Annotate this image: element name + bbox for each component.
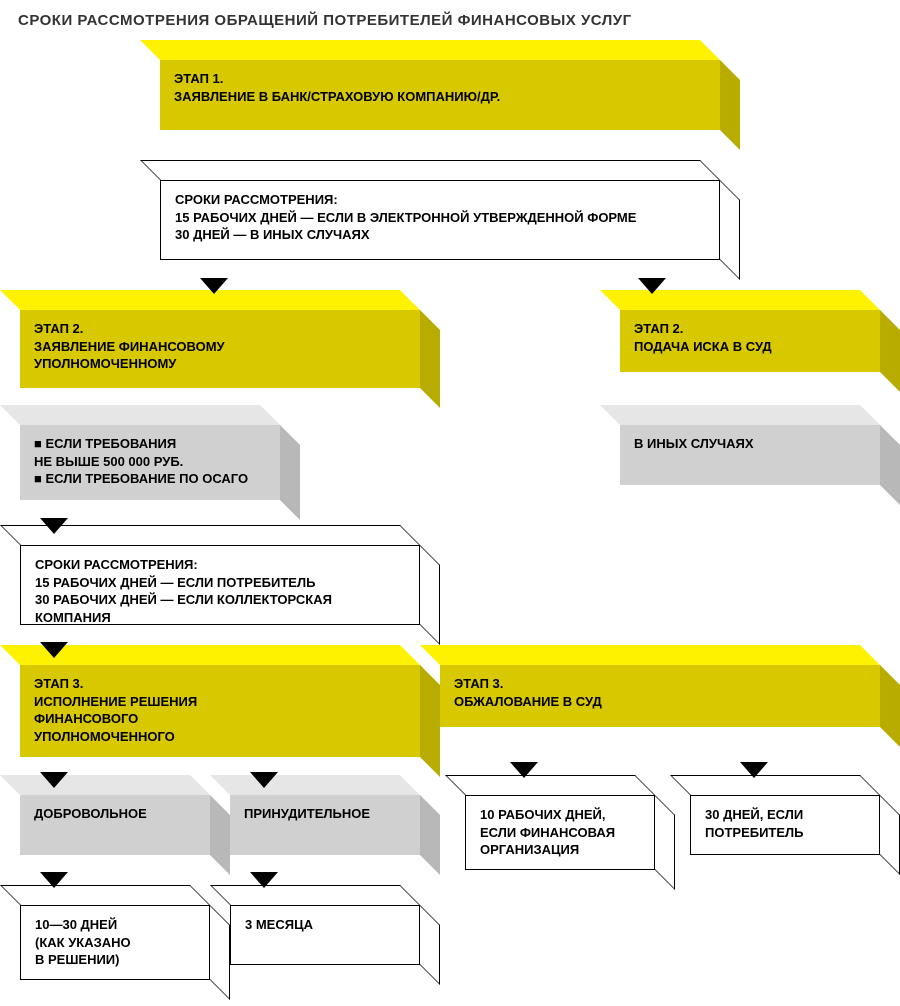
- box-review1: СРОКИ РАССМОТРЕНИЯ:15 РАБОЧИХ ДНЕЙ — ЕСЛ…: [160, 180, 720, 260]
- arrow-9: [250, 872, 278, 888]
- box-t3m: 3 МЕСЯЦА: [230, 905, 420, 965]
- arrow-0: [200, 278, 228, 294]
- text-line: ПОДАЧА ИСКА В СУД: [634, 338, 866, 356]
- text-line: 10 РАБОЧИХ ДНЕЙ,: [480, 806, 640, 824]
- box-stage3a-label: ЭТАП 3.ИСПОЛНЕНИЕ РЕШЕНИЯФИНАНСОВОГОУПОЛ…: [20, 665, 420, 757]
- box-cond_b: В ИНЫХ СЛУЧАЯХ: [620, 425, 880, 485]
- text-line: ДОБРОВОЛЬНОЕ: [34, 805, 196, 823]
- box-forced-label: ПРИНУДИТЕЛЬНОЕ: [230, 795, 420, 855]
- arrow-1: [638, 278, 666, 294]
- arrow-3: [40, 642, 68, 658]
- text-line: ЕСЛИ ФИНАНСОВАЯ: [480, 824, 640, 842]
- text-line: ИСПОЛНЕНИЕ РЕШЕНИЯ: [34, 693, 406, 711]
- arrow-5: [250, 772, 278, 788]
- box-stage1-label: ЭТАП 1.ЗАЯВЛЕНИЕ В БАНК/СТРАХОВУЮ КОМПАН…: [160, 60, 720, 130]
- text-line: ЭТАП 1.: [174, 70, 706, 88]
- text-line: ЭТАП 2.: [34, 320, 406, 338]
- box-t10_30-label: 10—30 ДНЕЙ(КАК УКАЗАНОВ РЕШЕНИИ): [20, 905, 210, 980]
- box-stage3b-label: ЭТАП 3.ОБЖАЛОВАНИЕ В СУД: [440, 665, 880, 727]
- box-vol: ДОБРОВОЛЬНОЕ: [20, 795, 210, 855]
- text-line: ФИНАНСОВОГО: [34, 710, 406, 728]
- text-line: ПОТРЕБИТЕЛЬ: [705, 824, 865, 842]
- page-title: СРОКИ РАССМОТРЕНИЯ ОБРАЩЕНИЙ ПОТРЕБИТЕЛЕ…: [18, 12, 632, 29]
- arrow-2: [40, 518, 68, 534]
- box-stage3b: ЭТАП 3.ОБЖАЛОВАНИЕ В СУД: [440, 665, 880, 727]
- box-stage2a: ЭТАП 2.ЗАЯВЛЕНИЕ ФИНАНСОВОМУУПОЛНОМОЧЕНН…: [20, 310, 420, 388]
- box-stage2a-label: ЭТАП 2.ЗАЯВЛЕНИЕ ФИНАНСОВОМУУПОЛНОМОЧЕНН…: [20, 310, 420, 388]
- box-vol-label: ДОБРОВОЛЬНОЕ: [20, 795, 210, 855]
- box-cond_b-label: В ИНЫХ СЛУЧАЯХ: [620, 425, 880, 485]
- text-line: 30 РАБОЧИХ ДНЕЙ — ЕСЛИ КОЛЛЕКТОРСКАЯ: [35, 591, 405, 609]
- text-line: В РЕШЕНИИ): [35, 951, 195, 969]
- box-thirty: 30 ДНЕЙ, ЕСЛИПОТРЕБИТЕЛЬ: [690, 795, 880, 855]
- text-line: 15 РАБОЧИХ ДНЕЙ — ЕСЛИ ПОТРЕБИТЕЛЬ: [35, 574, 405, 592]
- text-line: 3 МЕСЯЦА: [245, 916, 405, 934]
- box-ten_days-label: 10 РАБОЧИХ ДНЕЙ,ЕСЛИ ФИНАНСОВАЯОРГАНИЗАЦ…: [465, 795, 655, 870]
- box-cond_a: ■ ЕСЛИ ТРЕБОВАНИЯНЕ ВЫШЕ 500 000 РУБ.■ Е…: [20, 425, 280, 500]
- box-ten_days: 10 РАБОЧИХ ДНЕЙ,ЕСЛИ ФИНАНСОВАЯОРГАНИЗАЦ…: [465, 795, 655, 870]
- text-line: ПРИНУДИТЕЛЬНОЕ: [244, 805, 406, 823]
- text-line: ЭТАП 3.: [454, 675, 866, 693]
- text-line: ЭТАП 3.: [34, 675, 406, 693]
- text-line: УПОЛНОМОЧЕННОМУ: [34, 355, 406, 373]
- box-t3m-label: 3 МЕСЯЦА: [230, 905, 420, 965]
- arrow-7: [740, 762, 768, 778]
- box-review2: СРОКИ РАССМОТРЕНИЯ:15 РАБОЧИХ ДНЕЙ — ЕСЛ…: [20, 545, 420, 625]
- text-line: ОБЖАЛОВАНИЕ В СУД: [454, 693, 866, 711]
- text-line: 10—30 ДНЕЙ: [35, 916, 195, 934]
- arrow-8: [40, 872, 68, 888]
- text-line: 30 ДНЕЙ — В ИНЫХ СЛУЧАЯХ: [175, 226, 705, 244]
- text-line: СРОКИ РАССМОТРЕНИЯ:: [35, 556, 405, 574]
- text-line: ОРГАНИЗАЦИЯ: [480, 841, 640, 859]
- text-line: ЗАЯВЛЕНИЕ В БАНК/СТРАХОВУЮ КОМПАНИЮ/ДР.: [174, 88, 706, 106]
- box-stage3a: ЭТАП 3.ИСПОЛНЕНИЕ РЕШЕНИЯФИНАНСОВОГОУПОЛ…: [20, 665, 420, 757]
- text-line: ЗАЯВЛЕНИЕ ФИНАНСОВОМУ: [34, 338, 406, 356]
- arrow-4: [40, 772, 68, 788]
- box-review2-label: СРОКИ РАССМОТРЕНИЯ:15 РАБОЧИХ ДНЕЙ — ЕСЛ…: [20, 545, 420, 625]
- text-line: НЕ ВЫШЕ 500 000 РУБ.: [34, 453, 266, 471]
- arrow-6: [510, 762, 538, 778]
- text-line: КОМПАНИЯ: [35, 609, 405, 627]
- box-stage1: ЭТАП 1.ЗАЯВЛЕНИЕ В БАНК/СТРАХОВУЮ КОМПАН…: [160, 60, 720, 130]
- box-thirty-label: 30 ДНЕЙ, ЕСЛИПОТРЕБИТЕЛЬ: [690, 795, 880, 855]
- text-line: ЭТАП 2.: [634, 320, 866, 338]
- text-line: (КАК УКАЗАНО: [35, 934, 195, 952]
- text-line: ■ ЕСЛИ ТРЕБОВАНИЯ: [34, 435, 266, 453]
- box-stage2b: ЭТАП 2.ПОДАЧА ИСКА В СУД: [620, 310, 880, 372]
- text-line: СРОКИ РАССМОТРЕНИЯ:: [175, 191, 705, 209]
- text-line: ■ ЕСЛИ ТРЕБОВАНИЕ ПО ОСАГО: [34, 470, 266, 488]
- box-t10_30: 10—30 ДНЕЙ(КАК УКАЗАНОВ РЕШЕНИИ): [20, 905, 210, 980]
- text-line: 30 ДНЕЙ, ЕСЛИ: [705, 806, 865, 824]
- text-line: В ИНЫХ СЛУЧАЯХ: [634, 435, 866, 453]
- text-line: УПОЛНОМОЧЕННОГО: [34, 728, 406, 746]
- text-line: 15 РАБОЧИХ ДНЕЙ — ЕСЛИ В ЭЛЕКТРОННОЙ УТВ…: [175, 209, 705, 227]
- box-cond_a-label: ■ ЕСЛИ ТРЕБОВАНИЯНЕ ВЫШЕ 500 000 РУБ.■ Е…: [20, 425, 280, 500]
- box-stage2b-label: ЭТАП 2.ПОДАЧА ИСКА В СУД: [620, 310, 880, 372]
- box-forced: ПРИНУДИТЕЛЬНОЕ: [230, 795, 420, 855]
- box-review1-label: СРОКИ РАССМОТРЕНИЯ:15 РАБОЧИХ ДНЕЙ — ЕСЛ…: [160, 180, 720, 260]
